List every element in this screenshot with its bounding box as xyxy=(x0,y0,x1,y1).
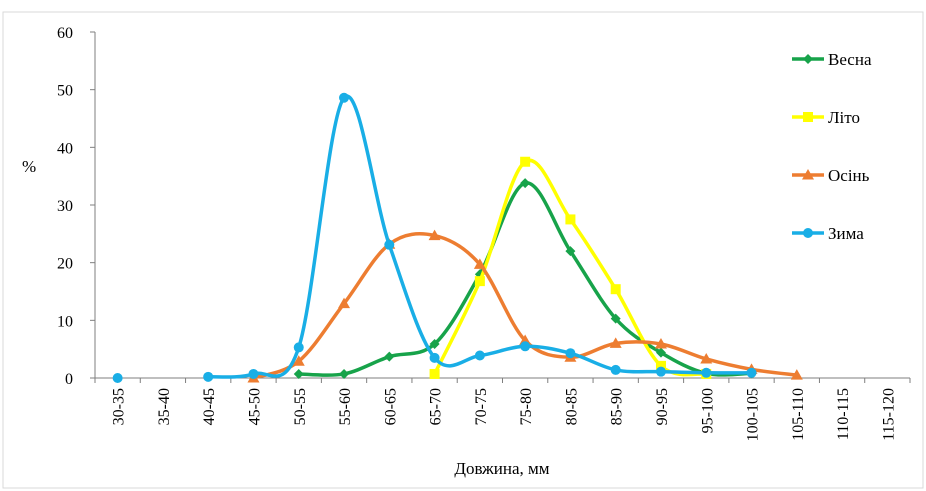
data-point xyxy=(384,239,395,250)
x-tick-label: 30-35 xyxy=(111,388,128,425)
series-layer xyxy=(112,92,803,383)
legend-item: Зима xyxy=(792,224,864,243)
data-point xyxy=(790,369,803,380)
y-axis-label: % xyxy=(22,157,36,176)
data-point xyxy=(248,368,259,379)
x-tick-label: 40-45 xyxy=(201,388,218,425)
x-tick-label: 70-75 xyxy=(473,388,490,425)
data-point xyxy=(655,347,666,358)
data-point xyxy=(610,284,621,295)
x-tick-label: 100-105 xyxy=(745,388,762,441)
data-point xyxy=(610,364,621,375)
data-point xyxy=(474,276,485,287)
data-point xyxy=(112,373,123,383)
x-tick-label: 45-50 xyxy=(246,388,263,425)
data-point xyxy=(746,367,757,378)
data-point xyxy=(293,368,304,379)
legend-label: Осінь xyxy=(828,166,870,185)
data-point xyxy=(339,92,350,103)
data-point xyxy=(700,352,713,364)
x-tick-label: 85-90 xyxy=(609,388,626,425)
y-tick-label: 10 xyxy=(57,313,73,330)
x-tick-label: 55-60 xyxy=(337,388,354,425)
data-point xyxy=(339,368,350,379)
y-tick-label: 60 xyxy=(57,25,73,42)
legend-swatch-marker xyxy=(802,169,814,180)
data-point xyxy=(429,352,440,363)
x-tick-label: 75-80 xyxy=(518,388,535,425)
y-tick-label: 0 xyxy=(65,371,73,388)
x-tick-label: 110-115 xyxy=(835,388,852,440)
data-point xyxy=(429,368,440,379)
y-tick-label: 50 xyxy=(57,83,73,100)
data-point xyxy=(655,360,666,371)
data-point xyxy=(429,338,440,349)
x-tick-label: 105-110 xyxy=(790,388,807,441)
series-3 xyxy=(112,92,757,383)
legend-item: Літо xyxy=(792,108,860,127)
legend-swatch-marker xyxy=(803,54,813,64)
x-tick-label: 50-55 xyxy=(292,388,309,425)
legend-item: Осінь xyxy=(792,166,870,185)
data-point xyxy=(428,229,441,241)
data-point xyxy=(655,366,666,377)
legend-label: Весна xyxy=(828,50,872,69)
x-tick-label: 80-85 xyxy=(563,388,580,425)
data-point xyxy=(338,297,351,309)
y-axis: 0 10 20 30 40 50 60 xyxy=(57,25,96,388)
x-tick-label: 60-65 xyxy=(382,388,399,425)
y-tick-label: 30 xyxy=(57,198,73,215)
legend: Весна Літо Осінь Зима xyxy=(792,50,872,243)
data-point xyxy=(292,355,305,366)
data-point xyxy=(565,348,576,359)
legend-swatch-marker xyxy=(803,228,813,238)
y-tick-label: 40 xyxy=(57,140,73,157)
legend-label: Зима xyxy=(828,224,864,243)
x-tick-label: 90-95 xyxy=(654,388,671,425)
x-tick-label: 115-120 xyxy=(880,388,897,441)
data-point xyxy=(293,342,304,353)
data-point xyxy=(565,214,576,225)
data-point xyxy=(520,156,531,167)
data-point xyxy=(203,371,214,382)
data-point xyxy=(520,341,531,352)
data-point xyxy=(654,337,667,349)
x-axis-label: Довжина, мм xyxy=(454,459,549,478)
y-tick-label: 20 xyxy=(57,256,73,273)
legend-label: Літо xyxy=(828,108,860,127)
x-tick-label: 95-100 xyxy=(699,388,716,433)
data-point xyxy=(610,313,621,324)
legend-item: Весна xyxy=(792,50,872,69)
data-point xyxy=(474,350,485,361)
x-tick-label: 35-40 xyxy=(156,388,173,425)
data-point xyxy=(473,258,486,269)
legend-swatch-marker xyxy=(803,112,813,122)
data-point xyxy=(609,337,622,348)
data-point xyxy=(384,351,395,362)
data-point xyxy=(565,246,576,257)
data-point xyxy=(520,178,531,189)
data-point xyxy=(701,367,712,378)
x-tick-label: 65-70 xyxy=(428,388,445,425)
